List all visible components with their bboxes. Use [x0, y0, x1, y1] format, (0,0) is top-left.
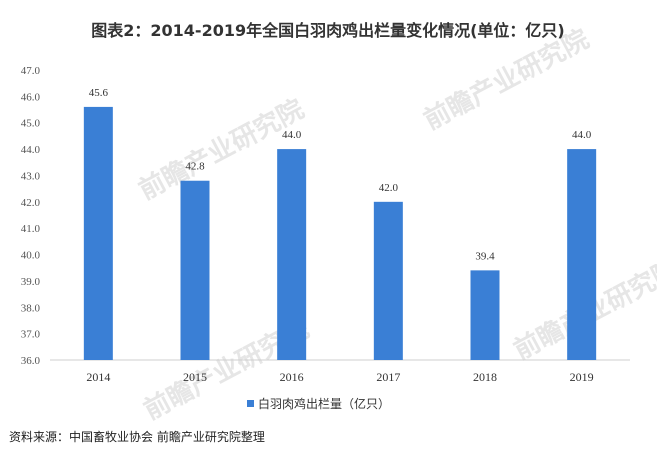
data-label: 39.4 — [475, 250, 495, 262]
data-label: 42.0 — [379, 182, 399, 194]
y-tick-label: 38.0 — [21, 302, 41, 314]
bars-group: 45.6 42.8 44.0 42.0 39.4 44.0 — [83, 87, 597, 360]
bar-2014 — [83, 106, 113, 360]
legend: 白羽肉鸡出栏量（亿只） — [247, 396, 390, 411]
y-axis: 36.0 37.0 38.0 39.0 40.0 41.0 42.0 43.0 44.0 45.0… — [21, 65, 41, 367]
y-tick-label: 42.0 — [21, 197, 41, 209]
bar-2018 — [470, 270, 500, 360]
x-tick-label: 2015 — [183, 370, 207, 384]
y-tick-label: 39.0 — [21, 276, 41, 288]
x-tick-label: 2019 — [570, 370, 594, 384]
y-tick-label: 47.0 — [21, 65, 41, 77]
x-axis: 2014 2015 2016 2017 2018 2019 — [86, 370, 593, 384]
y-tick-label: 37.0 — [21, 329, 41, 341]
data-label: 44.0 — [282, 129, 302, 141]
x-tick-label: 2018 — [473, 370, 497, 384]
chart-title: 图表2：2014-2019年全国白羽肉鸡出栏量变化情况(单位：亿只) — [91, 21, 564, 40]
x-tick-label: 2017 — [376, 370, 400, 384]
watermark: 前瞻产业研究院 — [419, 23, 594, 136]
x-tick-label: 2016 — [280, 370, 304, 384]
legend-label: 白羽肉鸡出栏量（亿只） — [258, 396, 390, 411]
data-label: 42.8 — [185, 161, 205, 173]
bar-2017 — [373, 201, 403, 360]
bar-2019 — [567, 149, 597, 360]
x-tick-label: 2014 — [86, 370, 110, 384]
y-tick-label: 40.0 — [21, 250, 41, 262]
y-tick-label: 46.0 — [21, 91, 41, 103]
legend-swatch — [247, 400, 254, 407]
data-label: 44.0 — [572, 129, 592, 141]
y-tick-label: 41.0 — [21, 223, 41, 235]
y-tick-label: 36.0 — [21, 355, 41, 367]
bar-2015 — [180, 180, 210, 360]
bar-2016 — [277, 149, 307, 360]
y-tick-label: 43.0 — [21, 170, 41, 182]
y-tick-label: 44.0 — [21, 144, 41, 156]
source-note: 资料来源：中国畜牧业协会 前瞻产业研究院整理 — [9, 429, 265, 444]
y-tick-label: 45.0 — [21, 118, 41, 130]
data-label: 45.6 — [89, 87, 109, 99]
